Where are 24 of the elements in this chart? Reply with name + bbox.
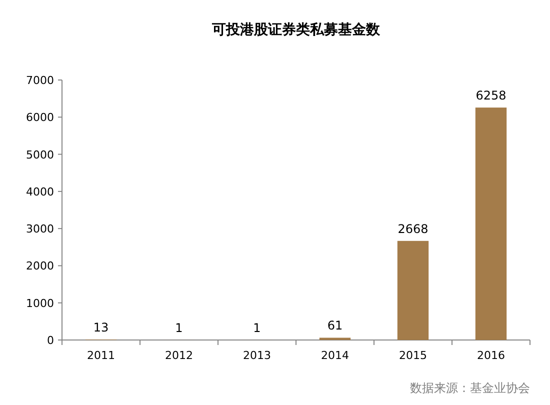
- y-tick-label: 0: [47, 334, 54, 347]
- data-label: 1: [175, 320, 183, 335]
- y-tick-label: 1000: [26, 296, 54, 310]
- data-label: 61: [327, 318, 343, 333]
- x-tick-label: 2015: [399, 349, 427, 362]
- data-label: 1: [253, 320, 261, 335]
- x-tick-label: 2016: [477, 349, 505, 362]
- y-tick-label: 7000: [26, 74, 54, 87]
- data-label: 2668: [398, 222, 428, 236]
- source-note: 数据来源：基金业协会: [410, 381, 530, 395]
- y-tick-label: 3000: [26, 222, 54, 236]
- y-tick-label: 4000: [26, 185, 54, 198]
- data-label: 6258: [476, 88, 506, 103]
- x-tick-label: 2014: [321, 349, 349, 362]
- x-tick-label: 2011: [87, 349, 115, 362]
- x-tick-label: 2012: [165, 349, 193, 362]
- y-tick-label: 5000: [26, 148, 54, 162]
- x-tick-label: 2013: [243, 349, 271, 362]
- y-tick-label: 6000: [26, 111, 54, 124]
- data-label: 13: [93, 320, 109, 335]
- chart-title: 可投港股证券类私募基金数: [211, 22, 381, 38]
- bar: [475, 108, 507, 340]
- bar: [397, 240, 429, 340]
- y-tick-label: 2000: [26, 260, 54, 273]
